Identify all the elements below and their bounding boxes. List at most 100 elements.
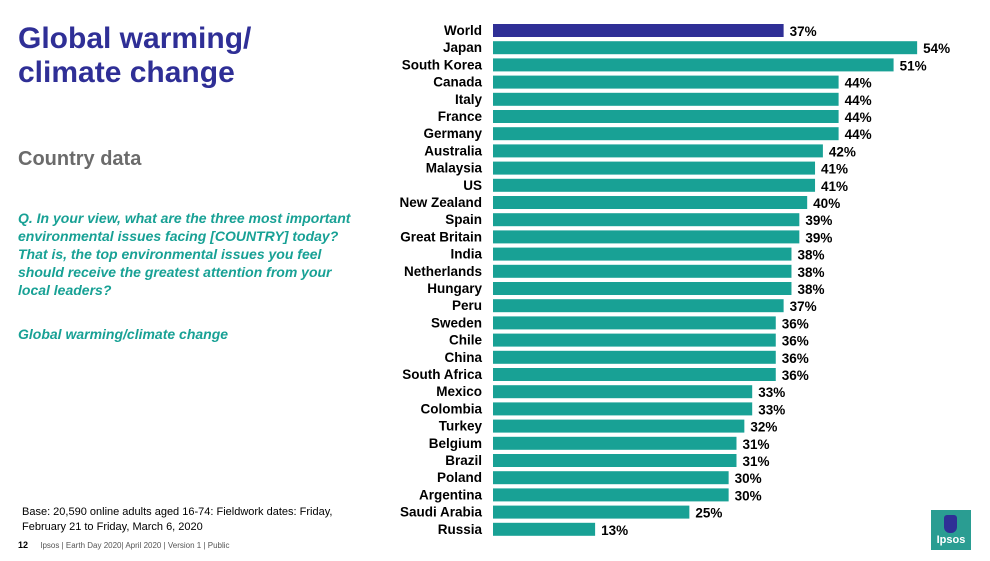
- slide-subtitle: Country data: [18, 148, 142, 170]
- base-note: Base: 20,590 online adults aged 16-74: F…: [22, 506, 333, 533]
- bar: [493, 471, 729, 485]
- category-label: France: [438, 109, 483, 124]
- value-label: 33%: [758, 402, 785, 417]
- bar: [493, 144, 823, 158]
- page-number: 12: [18, 540, 29, 550]
- category-label: Poland: [437, 470, 482, 485]
- bar: [493, 368, 776, 381]
- category-label: Belgium: [429, 436, 482, 451]
- value-label: 39%: [805, 213, 832, 228]
- category-label: US: [463, 178, 482, 193]
- category-label: Colombia: [420, 401, 482, 416]
- category-label: South Africa: [402, 367, 482, 382]
- value-label: 51%: [900, 58, 927, 73]
- bar: [493, 247, 792, 261]
- value-label: 36%: [782, 334, 809, 349]
- value-label: 32%: [750, 420, 777, 435]
- category-label: Mexico: [436, 384, 482, 399]
- value-label: 42%: [829, 144, 856, 159]
- bar: [493, 161, 816, 175]
- category-label: Great Britain: [400, 229, 482, 244]
- bar: [493, 41, 918, 55]
- logo-text: Ipsos: [936, 534, 966, 546]
- survey-question: Q. In your view, what are the three most…: [18, 210, 351, 298]
- value-label: 44%: [845, 110, 872, 125]
- value-label: 41%: [821, 179, 848, 194]
- value-label: 37%: [790, 299, 817, 314]
- value-label: 31%: [742, 454, 769, 469]
- value-label: 13%: [601, 523, 628, 538]
- value-label: 44%: [845, 76, 872, 91]
- value-label: 37%: [790, 24, 817, 39]
- value-label: 38%: [797, 265, 824, 280]
- ipsos-logo: Ipsos: [931, 510, 971, 550]
- bar: [493, 505, 690, 519]
- bar: [493, 333, 776, 347]
- value-label: 33%: [758, 385, 785, 400]
- category-label: South Korea: [402, 57, 483, 72]
- footer: 12 Ipsos | Earth Day 2020| April 2020 | …: [18, 540, 230, 550]
- value-label: 36%: [782, 351, 809, 366]
- bar: [493, 488, 729, 502]
- value-label: 41%: [821, 162, 848, 177]
- bar: [493, 299, 784, 313]
- bar: [493, 196, 808, 209]
- category-label: Spain: [445, 212, 482, 227]
- value-label: 36%: [782, 316, 809, 331]
- category-label: Netherlands: [404, 264, 482, 279]
- bar: [493, 110, 839, 123]
- category-label: New Zealand: [399, 195, 482, 210]
- category-label: Germany: [423, 126, 482, 141]
- bar: [493, 454, 737, 467]
- value-label: 44%: [845, 93, 872, 108]
- category-label: Malaysia: [426, 161, 483, 176]
- bar: [493, 385, 753, 399]
- bar: [493, 58, 894, 72]
- bar: [493, 419, 745, 433]
- value-label: 54%: [923, 41, 950, 56]
- value-label: 38%: [797, 282, 824, 297]
- bar: [493, 178, 816, 192]
- bar: [493, 522, 596, 536]
- category-label: Italy: [455, 92, 483, 107]
- bar: [493, 316, 776, 330]
- bar: [493, 75, 839, 89]
- category-label: Argentina: [419, 487, 482, 502]
- bar: [493, 24, 784, 37]
- bar: [493, 402, 753, 416]
- category-label: Canada: [433, 75, 482, 90]
- slide-title: Global warming/ climate change: [18, 22, 252, 89]
- category-label: World: [444, 23, 482, 38]
- logo-glyph-icon: [944, 515, 957, 533]
- bar: [493, 92, 839, 106]
- bar: [493, 264, 792, 278]
- value-label: 31%: [742, 437, 769, 452]
- bar: [493, 230, 800, 244]
- bar-chart: World 37% Japan 54% South Korea 51% Canada 44% I…: [399, 23, 950, 538]
- value-label: 38%: [797, 248, 824, 263]
- category-label: Russia: [438, 522, 483, 537]
- category-label: Turkey: [439, 419, 483, 434]
- category-label: Australia: [424, 143, 482, 158]
- value-label: 36%: [782, 368, 809, 383]
- value-label: 44%: [845, 127, 872, 142]
- topic-label: Global warming/climate change: [18, 326, 229, 342]
- value-label: 39%: [805, 230, 832, 245]
- category-label: Brazil: [445, 453, 482, 468]
- bar: [493, 282, 792, 295]
- category-label: Sweden: [431, 315, 482, 330]
- value-label: 30%: [735, 471, 762, 486]
- footer-text: Ipsos | Earth Day 2020| April 2020 | Ver…: [40, 541, 230, 550]
- bar: [493, 213, 800, 227]
- category-label: Saudi Arabia: [400, 505, 483, 520]
- value-label: 40%: [813, 196, 840, 211]
- category-label: China: [444, 350, 482, 365]
- bar: [493, 127, 839, 141]
- category-label: Chile: [449, 333, 482, 348]
- value-label: 25%: [695, 506, 722, 521]
- category-label: Japan: [443, 40, 482, 55]
- category-label: Hungary: [427, 281, 482, 296]
- category-label: Peru: [452, 298, 482, 313]
- bar: [493, 436, 737, 450]
- category-label: India: [450, 247, 482, 262]
